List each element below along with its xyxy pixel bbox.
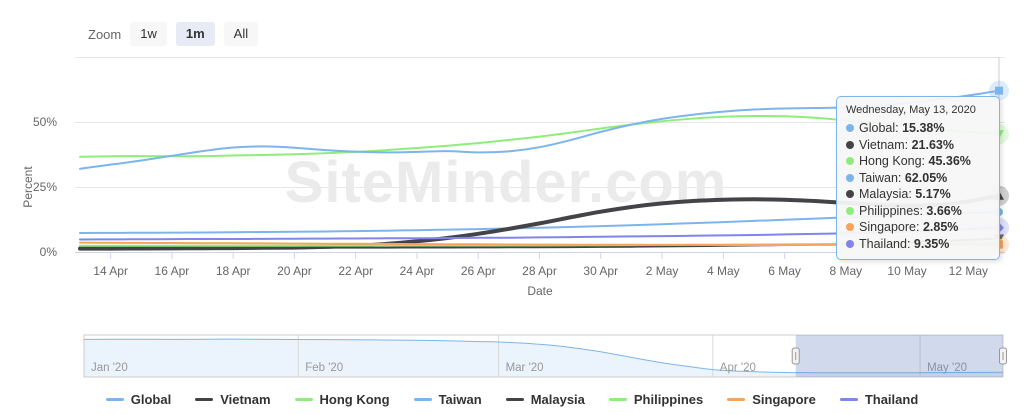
x-tick-label: 28 Apr xyxy=(522,264,557,278)
series-color-dot xyxy=(846,173,854,182)
tooltip-row-vietnam: Vietnam: 21.63% xyxy=(846,137,990,154)
series-color-dot xyxy=(846,124,854,132)
legend-item-philippines[interactable]: Philippines xyxy=(608,392,704,407)
navigator-month-label: Feb '20 xyxy=(305,362,343,374)
series-color-dot xyxy=(846,140,854,149)
series-color-dot xyxy=(846,239,854,248)
x-tick-label: 4 May xyxy=(707,264,740,278)
navigator-handle-right[interactable] xyxy=(999,347,1007,365)
legend-swatch xyxy=(608,398,627,401)
zoom-label: Zoom xyxy=(88,26,122,42)
legend-label: Thailand xyxy=(864,392,919,407)
x-tick-label: 14 Apr xyxy=(93,264,128,278)
tooltip-row-global: Global: 15.38% xyxy=(846,120,990,137)
tooltip-row-thailand: Thailand: 9.35% xyxy=(846,236,990,253)
legend-label: Global xyxy=(130,392,172,407)
y-tick-label: 25% xyxy=(33,180,57,194)
zoom-button-1m[interactable]: 1m xyxy=(175,22,215,46)
x-tick-label: 2 May xyxy=(646,264,679,278)
navigator: Jan '20 Feb '20 Mar '20 Apr '20 May '20 xyxy=(83,334,1007,378)
series-color-dot xyxy=(846,223,854,231)
legend-item-hong-kong[interactable]: Hong Kong xyxy=(294,392,390,407)
navigator-month-label: Mar '20 xyxy=(506,362,544,374)
y-axis-title: Percent xyxy=(21,166,35,208)
series-color-dot xyxy=(846,206,854,215)
x-tick-label: 26 Apr xyxy=(461,264,496,278)
legend-item-singapore[interactable]: Singapore xyxy=(727,392,816,407)
y-tick-label: 0% xyxy=(40,245,58,259)
x-tick-label: 10 May xyxy=(887,264,926,278)
legend-item-vietnam[interactable]: Vietnam xyxy=(195,392,271,407)
y-axis: 0% 25% 50% Percent xyxy=(21,115,57,259)
legend-item-thailand[interactable]: Thailand xyxy=(839,392,919,407)
legend-label: Malaysia xyxy=(530,392,585,407)
y-tick-label: 50% xyxy=(33,115,57,129)
navigator-month-label: Jan '20 xyxy=(91,362,128,374)
series-color-dot xyxy=(846,190,854,198)
legend: Global Vietnam Hong Kong Taiwan Malaysia Phil… xyxy=(0,392,1024,407)
x-tick-label: 6 May xyxy=(768,264,801,278)
legend-label: Philippines xyxy=(633,392,704,407)
x-tick-label: 30 Apr xyxy=(583,264,618,278)
legend-swatch xyxy=(727,398,746,401)
x-tick-label: 16 Apr xyxy=(155,264,190,278)
x-axis: 14 Apr 16 Apr 18 Apr 20 Apr 22 Apr 24 Apr 26 A… xyxy=(75,252,1005,298)
legend-item-taiwan[interactable]: Taiwan xyxy=(413,392,482,407)
tooltip-row-philippines: Philippines: 3.66% xyxy=(846,203,990,220)
legend-item-global[interactable]: Global xyxy=(105,392,172,407)
navigator-month-label: Apr '20 xyxy=(720,362,756,374)
navigator-selected-range[interactable] xyxy=(795,335,1003,377)
navigator-month-label: May '20 xyxy=(927,362,967,374)
navigator-handle-left[interactable] xyxy=(791,347,800,365)
legend-swatch xyxy=(839,398,858,401)
tooltip-row-singapore: Singapore: 2.85% xyxy=(846,219,990,236)
x-tick-label: 18 Apr xyxy=(216,264,251,278)
x-tick-label: 20 Apr xyxy=(277,264,312,278)
legend-swatch xyxy=(105,398,124,401)
tooltip-row-hong-kong: Hong Kong: 45.36% xyxy=(846,153,990,170)
x-tick-label: 8 May xyxy=(829,264,862,278)
legend-swatch xyxy=(505,398,524,401)
legend-label: Singapore xyxy=(752,392,816,407)
tooltip: Wednesday, May 13, 2020 Global: 15.38% Vi… xyxy=(836,96,1000,260)
series-color-dot xyxy=(846,157,854,165)
legend-item-malaysia[interactable]: Malaysia xyxy=(505,392,585,407)
zoom-button-all[interactable]: All xyxy=(223,22,259,46)
x-tick-label: 22 Apr xyxy=(338,264,373,278)
legend-label: Vietnam xyxy=(220,392,271,407)
legend-label: Hong Kong xyxy=(319,392,390,407)
navigator-line xyxy=(83,338,1004,374)
navigator-area xyxy=(84,339,1003,377)
x-tick-label: 24 Apr xyxy=(400,264,435,278)
tooltip-row-taiwan: Taiwan: 62.05% xyxy=(846,170,990,187)
legend-label: Taiwan xyxy=(438,392,482,407)
legend-swatch xyxy=(294,398,313,401)
zoom-toolbar: Zoom 1w 1m All xyxy=(88,22,259,46)
x-tick-label: 12 May xyxy=(949,264,988,278)
square-marker xyxy=(995,86,1003,95)
x-axis-title: Date xyxy=(527,284,553,298)
legend-swatch xyxy=(413,398,432,401)
zoom-button-1w[interactable]: 1w xyxy=(130,22,167,46)
tooltip-row-malaysia: Malaysia: 5.17% xyxy=(846,186,990,203)
tooltip-header: Wednesday, May 13, 2020 xyxy=(846,104,976,116)
legend-swatch xyxy=(195,398,214,401)
